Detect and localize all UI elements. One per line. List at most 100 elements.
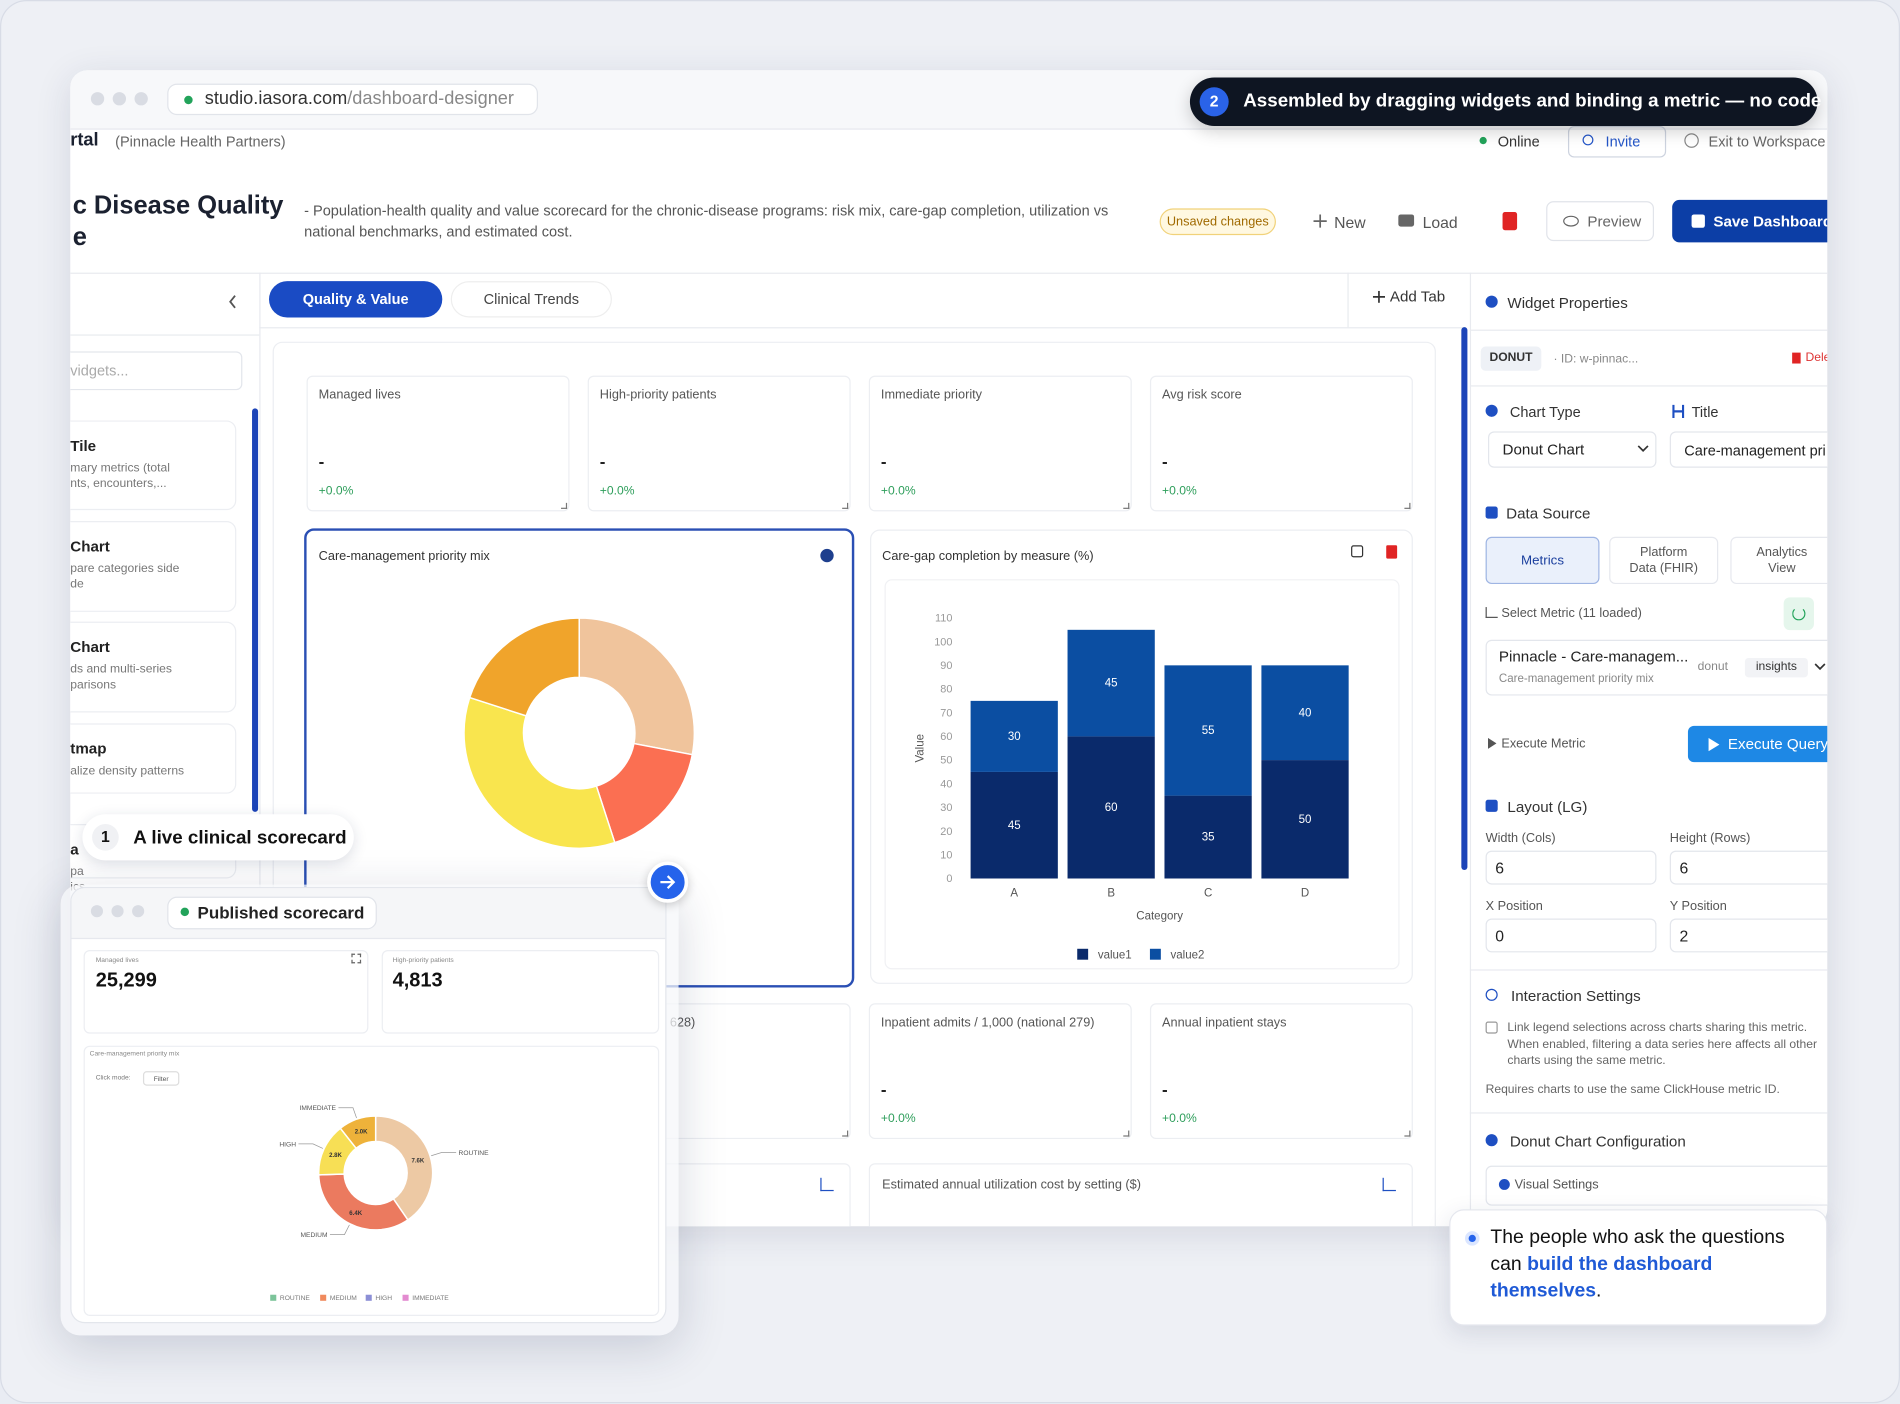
widget-item[interactable]: [70, 621, 237, 713]
value-label: 45: [1105, 678, 1118, 690]
panel-border: [1469, 272, 1472, 1227]
source-label: Analytics View: [1756, 544, 1808, 575]
kpi-card: [868, 1003, 1132, 1140]
bar-segment: [1261, 665, 1349, 761]
kpi-card: [83, 949, 369, 1034]
number-input[interactable]: [1669, 850, 1828, 885]
tab[interactable]: Clinical Trends: [450, 281, 612, 318]
window-dot: [112, 92, 127, 106]
settings-box[interactable]: [1485, 1165, 1828, 1206]
sidebar-border: [259, 272, 261, 1227]
kpi-label: Inpatient admits / 1,000 (national 279): [880, 1015, 1095, 1030]
widget-item[interactable]: [70, 521, 237, 612]
source-option[interactable]: Metrics: [1485, 536, 1600, 585]
legend-label: MEDIUM: [330, 1295, 357, 1302]
number-input[interactable]: [1485, 918, 1657, 953]
window-dot: [134, 92, 148, 106]
gear-icon: [1498, 1179, 1510, 1190]
callout-text: The people who ask the questions can bui…: [1490, 1225, 1807, 1305]
new-button[interactable]: New: [1334, 213, 1366, 232]
y-tick-label: 70: [940, 707, 952, 719]
legend-label: value2: [1171, 949, 1205, 961]
url-bar: [167, 896, 377, 930]
widget-search[interactable]: [70, 351, 243, 391]
x-axis-label: Category: [1136, 911, 1183, 923]
metric-subtitle: Care-management priority mix: [1498, 672, 1654, 686]
input-value: Care-management pri: [1684, 442, 1826, 460]
widget-item-title: Chart: [70, 638, 110, 656]
chart-type-select[interactable]: [1488, 431, 1657, 468]
legend-label: IMMEDIATE: [412, 1295, 449, 1302]
delete-button[interactable]: [1502, 212, 1518, 231]
donut-segment: [317, 1173, 409, 1231]
widget-item-desc: mary metrics (total: [70, 461, 170, 475]
callout-step2: [1189, 77, 1818, 127]
kpi-label: Annual inpatient stays: [1162, 1015, 1287, 1030]
y-tick-label: 0: [946, 873, 952, 885]
kpi-label: High-priority patients: [392, 957, 454, 965]
legend-label: HIGH: [375, 1295, 392, 1302]
widget: [868, 1163, 1413, 1227]
source-option[interactable]: Analytics View: [1730, 536, 1828, 585]
field-label: X Position: [1485, 899, 1543, 914]
kpi-card: [868, 375, 1132, 512]
number-input[interactable]: [1669, 918, 1828, 953]
select-value: Donut Chart: [1502, 441, 1585, 459]
kpi-card: [587, 375, 851, 512]
edit-button[interactable]: [1351, 545, 1364, 558]
widget-item[interactable]: [70, 420, 237, 511]
widget-id: · ID: w-pinnac...: [1553, 352, 1639, 366]
number-input[interactable]: [1485, 850, 1657, 885]
delete-link[interactable]: Dele: [1805, 351, 1827, 365]
category-label: IMMEDIATE: [300, 1105, 337, 1112]
type-badge: DONUT: [1480, 346, 1542, 371]
y-tick-label: 100: [934, 636, 952, 648]
callout-part: The people who ask the questions can: [1490, 1227, 1785, 1275]
status: Online: [1497, 133, 1540, 151]
dashboard-title: c Disease Quality e: [73, 190, 284, 253]
filter-button[interactable]: Filter: [142, 1071, 180, 1086]
gear-icon: [1485, 295, 1498, 308]
kpi-value: 4,813: [392, 969, 443, 992]
save-label: Save Dashboard: [1713, 213, 1828, 231]
tab-active[interactable]: Quality & Value: [269, 281, 443, 318]
bar-segment: [970, 700, 1058, 772]
widget-item[interactable]: [70, 723, 237, 794]
callout-text: A live clinical scorecard: [133, 827, 347, 849]
preview-button[interactable]: [1546, 201, 1655, 242]
source-option[interactable]: Platform Data (FHIR): [1609, 536, 1719, 585]
divider: [259, 327, 1467, 329]
play-icon: [1708, 737, 1720, 752]
widget-title: Estimated annual utilization cost by set…: [882, 1177, 1141, 1193]
divider: [1347, 272, 1349, 328]
panel-heading: Widget Properties: [1507, 294, 1628, 312]
click-mode-label: Click mode:: [95, 1074, 131, 1083]
leader-line: [431, 1152, 457, 1157]
legend-swatch: [1077, 948, 1089, 960]
exit-link[interactable]: Exit to Workspace: [1708, 133, 1826, 151]
kpi-card: [1149, 1003, 1413, 1140]
url-bar: [167, 83, 539, 116]
chevron: [1814, 663, 1826, 671]
title-input[interactable]: [1669, 431, 1828, 468]
plus-icon: [1313, 214, 1327, 228]
widget-item-desc: nts, encounters,...: [70, 477, 167, 491]
y-tick-label: 50: [940, 755, 952, 767]
divider: [70, 334, 260, 336]
window-dot: [111, 905, 124, 918]
checkbox[interactable]: [1485, 1021, 1498, 1034]
load-button[interactable]: Load: [1422, 213, 1458, 232]
callout-text: Assembled by dragging widgets and bindin…: [1243, 90, 1822, 112]
value-label: 40: [1299, 707, 1312, 719]
kpi-label: Managed lives: [318, 387, 401, 403]
section-title: Data Source: [1506, 505, 1591, 523]
legend-label: ROUTINE: [280, 1295, 311, 1302]
delete-button[interactable]: [1386, 545, 1398, 559]
kpi-change: +0.0%: [1162, 1112, 1197, 1126]
field-label: Chart Type: [1509, 403, 1581, 421]
section-title: Donut Chart Configuration: [1509, 1132, 1686, 1150]
invite-button[interactable]: [1567, 126, 1667, 158]
source-label: Metrics: [1521, 553, 1565, 568]
field-label: Select Metric (11 loaded): [1501, 605, 1642, 621]
add-tab[interactable]: Add Tab: [1389, 288, 1446, 306]
